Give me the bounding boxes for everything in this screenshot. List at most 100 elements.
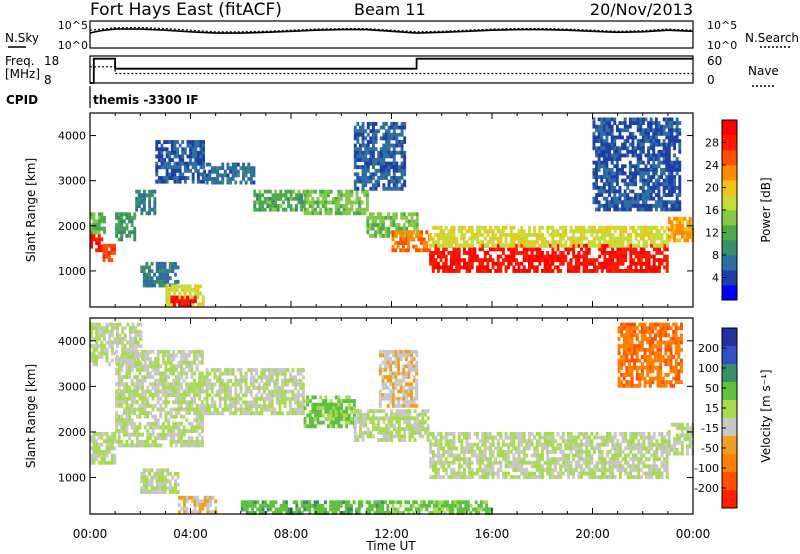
power-cell (678, 149, 682, 154)
power-cell (150, 269, 154, 273)
velocity-cell (164, 400, 168, 405)
power-cell (385, 143, 388, 148)
power-cell (369, 161, 373, 166)
power-cell (652, 258, 656, 263)
power-cell (399, 248, 403, 253)
power-cell (657, 124, 661, 129)
velocity-cell (567, 475, 570, 480)
power-cell (598, 229, 602, 234)
velocity-cell (281, 396, 284, 401)
power-cell (556, 240, 560, 245)
power-cell (592, 142, 596, 147)
power-cell (665, 236, 669, 241)
velocity-cell (450, 432, 453, 436)
power-cell (476, 254, 479, 259)
velocity-cell (366, 416, 370, 421)
velocity-cell (265, 382, 269, 387)
power-cell (387, 147, 391, 152)
power-cell (379, 150, 383, 155)
power-cell (670, 160, 674, 165)
velocity-cell (567, 468, 570, 472)
velocity-cell (242, 400, 245, 405)
power-cell (639, 185, 643, 190)
velocity-cell (548, 457, 552, 462)
power-cell (639, 225, 643, 230)
velocity-cell (400, 438, 404, 442)
power-cell (405, 219, 409, 224)
power-cell (361, 179, 365, 184)
velocity-cell (195, 429, 199, 433)
velocity-cell (429, 460, 433, 465)
velocity-cell (103, 450, 106, 454)
velocity-cell (203, 404, 206, 408)
power-cell (478, 225, 482, 230)
power-cell (120, 219, 124, 224)
velocity-cell (265, 368, 269, 372)
velocity-cell (167, 349, 170, 354)
power-cell (226, 162, 230, 167)
velocity-cell (377, 438, 381, 442)
power-cell (606, 258, 609, 263)
power-cell (437, 240, 440, 245)
velocity-cell (353, 416, 357, 421)
velocity-cell (509, 439, 513, 444)
power-cell (128, 215, 131, 220)
velocity-cell (221, 411, 225, 416)
velocity-cell (210, 404, 214, 408)
velocity-cell (117, 364, 121, 369)
power-cell (496, 254, 500, 259)
velocity-cell (113, 453, 117, 458)
power-cell (376, 226, 380, 231)
power-cell (678, 128, 682, 133)
velocity-cell (151, 367, 155, 372)
power-cell (115, 212, 118, 217)
velocity-cell (350, 417, 354, 421)
power-cell (287, 189, 290, 194)
velocity-cell (329, 399, 333, 403)
velocity-cell (115, 400, 118, 405)
power-cell (465, 265, 469, 270)
power-cell (654, 185, 658, 190)
power-cell (621, 178, 624, 183)
power-cell (602, 142, 606, 147)
power-cell (613, 269, 617, 273)
power-cell (193, 295, 197, 300)
velocity-cell (148, 393, 152, 397)
power-cell (457, 225, 461, 230)
velocity-cell (465, 432, 469, 436)
power-cell (530, 240, 534, 245)
power-cell (574, 243, 578, 248)
velocity-cell (257, 382, 261, 387)
velocity-cell (303, 424, 307, 429)
power-cell (522, 254, 526, 259)
power-cell (168, 269, 172, 273)
velocity-cell (574, 446, 578, 451)
power-cell (665, 240, 669, 245)
power-cell (634, 233, 638, 237)
velocity-cell (392, 416, 396, 421)
power-cell (606, 265, 609, 270)
velocity-cell (205, 378, 209, 383)
velocity-cell (288, 411, 292, 416)
power-cell (655, 233, 659, 237)
power-colorbar-tick-label: 16 (705, 204, 719, 217)
power-cell (548, 265, 552, 270)
power-cell (407, 233, 410, 238)
power-cell (592, 121, 596, 125)
power-cell (626, 193, 630, 197)
power-cell (652, 254, 656, 259)
power-cell (372, 186, 375, 191)
power-cell (608, 236, 612, 241)
power-cell (329, 200, 333, 205)
power-cell (194, 165, 198, 170)
power-cell (592, 175, 596, 179)
power-cell (569, 240, 573, 245)
power-cell (610, 185, 614, 190)
velocity-cell (117, 371, 121, 376)
velocity-cell (125, 400, 129, 405)
power-cell (652, 243, 656, 248)
power-cell (644, 196, 648, 201)
power-cell (535, 247, 539, 252)
power-cell (554, 254, 557, 259)
velocity-cell (411, 427, 414, 432)
